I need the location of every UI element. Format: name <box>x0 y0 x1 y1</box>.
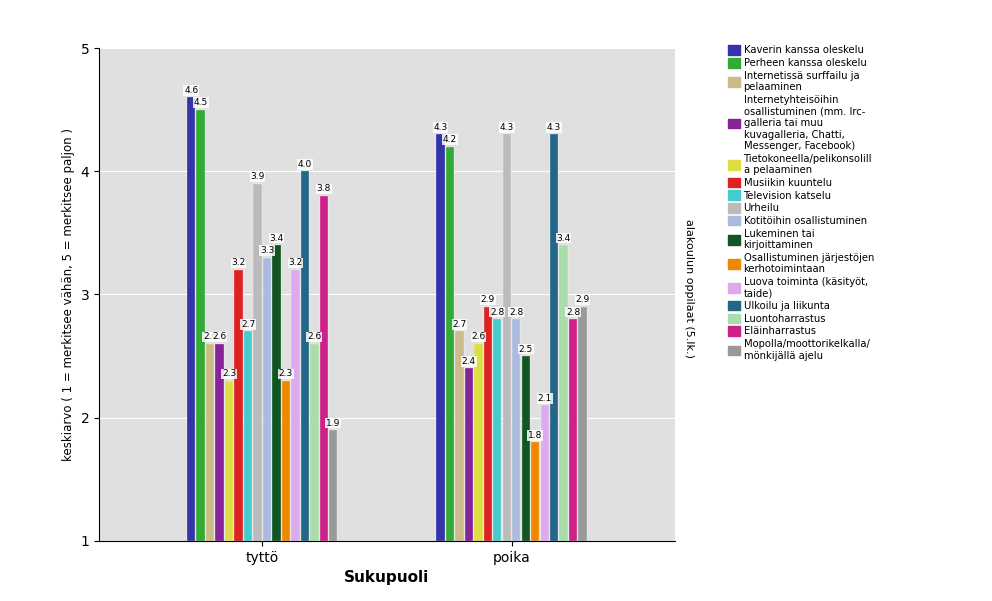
Text: 4.0: 4.0 <box>298 160 312 169</box>
Legend: Kaverin kanssa oleskelu, Perheen kanssa oleskelu, Internetissä surffailu ja
pela: Kaverin kanssa oleskelu, Perheen kanssa … <box>725 43 876 362</box>
Text: 3.3: 3.3 <box>260 246 274 255</box>
Bar <box>503 135 511 541</box>
Y-axis label: keskiarvo ( 1 = merkitsee vähän, 5 = merkitsee paljon ): keskiarvo ( 1 = merkitsee vähän, 5 = mer… <box>62 128 75 461</box>
Bar <box>187 97 195 541</box>
Bar <box>578 307 586 541</box>
Bar <box>263 257 271 541</box>
Bar <box>292 270 300 541</box>
Bar <box>319 196 328 541</box>
Text: 2.8: 2.8 <box>509 308 524 317</box>
Bar <box>484 307 492 541</box>
Text: 2.4: 2.4 <box>462 357 476 366</box>
Text: 3.8: 3.8 <box>316 185 331 194</box>
Bar <box>550 135 558 541</box>
Text: 2.3: 2.3 <box>222 369 236 378</box>
Text: 3.2: 3.2 <box>231 258 246 267</box>
Bar <box>474 344 482 541</box>
Text: 2.8: 2.8 <box>566 308 580 317</box>
Bar <box>215 344 224 541</box>
Bar <box>559 245 567 541</box>
Text: 2.6: 2.6 <box>203 332 217 341</box>
Text: 2.7: 2.7 <box>452 320 466 329</box>
Text: 3.2: 3.2 <box>289 258 303 267</box>
Text: 4.2: 4.2 <box>442 135 457 144</box>
Bar <box>531 442 540 541</box>
Bar <box>244 332 252 541</box>
Text: 3.4: 3.4 <box>557 234 570 243</box>
Bar <box>272 245 281 541</box>
Text: 3.4: 3.4 <box>269 234 284 243</box>
Bar <box>301 171 310 541</box>
Bar <box>541 405 549 541</box>
Text: 1.9: 1.9 <box>326 418 340 427</box>
Text: 2.6: 2.6 <box>471 332 485 341</box>
Bar <box>206 344 214 541</box>
Bar <box>196 109 204 541</box>
Text: 2.6: 2.6 <box>212 332 227 341</box>
Bar <box>253 184 262 541</box>
Bar <box>329 430 337 541</box>
Bar <box>464 368 473 541</box>
Bar <box>455 332 463 541</box>
Text: 1.8: 1.8 <box>528 431 543 440</box>
Bar <box>445 147 454 541</box>
Text: 2.5: 2.5 <box>519 344 533 353</box>
Text: 2.9: 2.9 <box>481 295 495 304</box>
Text: alakoulun oppilaat (5.lk.): alakoulun oppilaat (5.lk.) <box>684 219 694 358</box>
Text: 4.3: 4.3 <box>434 123 447 132</box>
Bar <box>225 381 233 541</box>
Text: 2.3: 2.3 <box>279 369 293 378</box>
Text: 4.3: 4.3 <box>500 123 514 132</box>
Bar <box>569 319 577 541</box>
Text: 4.5: 4.5 <box>193 98 207 107</box>
Text: 3.9: 3.9 <box>250 172 265 181</box>
Bar <box>512 319 521 541</box>
Text: 2.1: 2.1 <box>538 394 552 403</box>
Text: 4.6: 4.6 <box>185 86 198 95</box>
Text: 2.9: 2.9 <box>575 295 589 304</box>
Text: 2.7: 2.7 <box>241 320 255 329</box>
Bar <box>310 344 318 541</box>
Bar <box>282 381 290 541</box>
Bar <box>522 356 530 541</box>
Bar <box>436 135 444 541</box>
Bar <box>493 319 502 541</box>
Bar <box>234 270 243 541</box>
Text: 2.8: 2.8 <box>490 308 505 317</box>
Text: 4.3: 4.3 <box>547 123 561 132</box>
Text: 2.6: 2.6 <box>308 332 321 341</box>
X-axis label: Sukupuoli: Sukupuoli <box>344 570 430 585</box>
